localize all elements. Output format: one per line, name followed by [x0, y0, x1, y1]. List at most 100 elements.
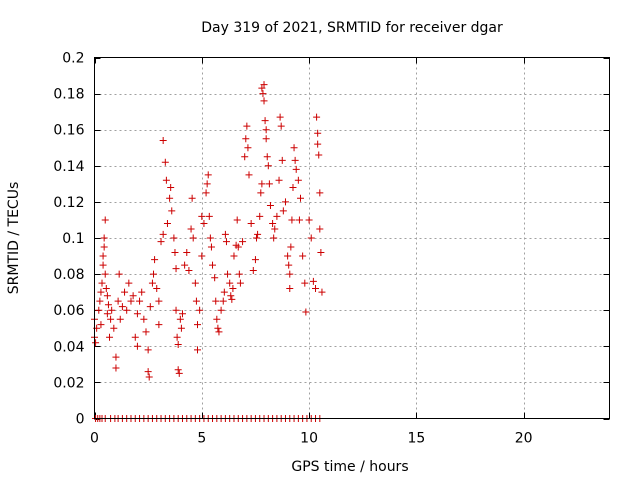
data-point: [314, 140, 322, 148]
data-point: [264, 162, 272, 170]
data-point: [118, 303, 126, 311]
data-point: [188, 194, 196, 202]
data-point: [170, 234, 178, 242]
data-point: [181, 261, 189, 269]
data-point: [219, 297, 227, 305]
x-tick-label: 20: [515, 431, 533, 447]
data-point: [136, 297, 144, 305]
data-point: [192, 297, 200, 305]
data-point: [295, 216, 303, 224]
data-point: [129, 292, 137, 300]
data-point: [260, 81, 268, 89]
data-point: [259, 90, 267, 98]
data-point: [97, 321, 105, 329]
data-point: [215, 328, 223, 336]
data-point: [221, 230, 229, 238]
data-point: [194, 321, 201, 329]
data-point: [307, 234, 315, 242]
chart-title: Day 319 of 2021, SRMTID for receiver dga…: [201, 20, 503, 36]
data-point: [211, 274, 219, 282]
x-tick-label: 5: [197, 431, 206, 447]
plot-frame: [94, 57, 610, 419]
data-point: [227, 292, 235, 300]
data-point: [249, 266, 257, 274]
grid: [94, 57, 610, 419]
data-point: [142, 328, 150, 336]
data-point: [168, 207, 176, 215]
data-point: [173, 333, 181, 341]
y-tick-label: 0.12: [53, 195, 84, 211]
data-point: [98, 279, 106, 287]
data-point: [166, 194, 174, 202]
data-point: [198, 252, 206, 260]
data-point: [258, 180, 266, 188]
y-tick-label: 0.2: [62, 51, 84, 67]
data-point: [175, 369, 183, 377]
data-point: [281, 198, 289, 206]
data-point: [236, 279, 244, 287]
data-point: [106, 333, 114, 341]
data-point: [263, 153, 271, 161]
data-point: [224, 270, 232, 278]
data-point: [233, 216, 241, 224]
data-point: [144, 346, 152, 354]
data-point: [239, 238, 247, 246]
data-point: [183, 248, 191, 256]
data-point: [99, 261, 107, 269]
data-point: [127, 297, 135, 305]
data-point: [275, 176, 283, 184]
data-point: [257, 189, 265, 197]
data-point: [278, 156, 286, 164]
data-point: [313, 113, 321, 121]
data-point: [174, 340, 182, 348]
data-point: [163, 220, 171, 228]
data-point: [114, 297, 122, 305]
data-point: [196, 306, 204, 314]
data-point: [101, 216, 109, 224]
x-axis-label: GPS time / hours: [291, 459, 408, 475]
data-point: [187, 225, 195, 233]
y-tick-label: 0.04: [53, 339, 84, 355]
data-point: [205, 212, 213, 220]
data-point: [284, 252, 292, 260]
data-point: [144, 368, 152, 376]
data-point: [133, 310, 141, 318]
data-point: [146, 303, 154, 311]
data-point: [209, 261, 217, 269]
data-point: [198, 212, 206, 220]
data-point: [115, 270, 123, 278]
y-tick-label: 0.1: [62, 231, 84, 247]
data-point: [226, 279, 234, 287]
data-point: [316, 189, 324, 197]
data-point: [276, 113, 284, 121]
data-point: [243, 122, 251, 130]
data-point: [131, 333, 139, 341]
data-point: [157, 238, 165, 246]
data-point: [167, 183, 175, 191]
data-point: [159, 230, 167, 238]
data-point: [286, 270, 294, 278]
data-point: [269, 220, 277, 228]
data-points: [91, 81, 326, 422]
data-point: [288, 216, 296, 224]
data-point: [247, 220, 255, 228]
data-point: [172, 265, 180, 273]
data-point: [212, 297, 220, 305]
data-point: [178, 310, 186, 318]
data-point: [148, 279, 156, 287]
tick-labels: 0 5 10 15 20 0 0.02 0.04 0.06 0.08 0.1 0.12 0.14 0.16…: [53, 51, 532, 447]
data-point: [138, 288, 146, 296]
data-point: [230, 252, 238, 260]
data-point: [294, 176, 302, 184]
data-point: [220, 288, 228, 296]
data-point: [155, 297, 163, 305]
data-point: [112, 353, 120, 361]
y-tick-label: 0: [76, 412, 85, 428]
data-point: [140, 315, 148, 323]
data-point: [214, 324, 222, 332]
data-point: [265, 180, 273, 188]
data-point: [96, 297, 104, 305]
data-point: [174, 366, 182, 374]
y-axis-label: SRMTID / TECUs: [6, 182, 22, 295]
